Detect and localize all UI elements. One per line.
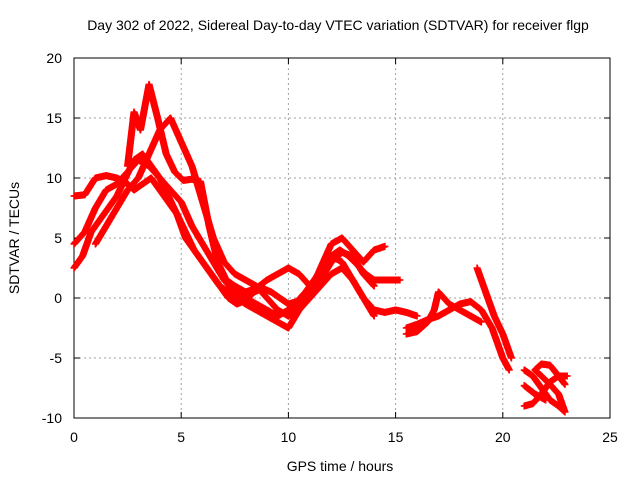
data-point <box>563 372 571 380</box>
y-tick-label: 15 <box>46 110 62 126</box>
y-axis-label: SDTVAR / TECUs <box>6 182 22 294</box>
series-track-7 <box>402 288 485 338</box>
data-point <box>561 380 569 388</box>
x-axis-label: GPS time / hours <box>287 458 394 474</box>
y-tick-label: -10 <box>42 410 62 426</box>
data-point <box>477 318 485 326</box>
data-point <box>505 366 513 374</box>
plot-frame <box>73 57 611 419</box>
series-track-5 <box>124 80 378 296</box>
y-tick-label: 0 <box>54 290 62 306</box>
series-track-10 <box>520 372 571 410</box>
x-tick-label: 25 <box>602 429 618 445</box>
data-point <box>413 312 421 320</box>
y-tick-label: -5 <box>50 350 63 366</box>
series-track-8 <box>473 264 515 362</box>
x-tick-label: 15 <box>388 429 404 445</box>
y-tick-label: 20 <box>46 50 62 66</box>
x-tick-label: 10 <box>281 429 297 445</box>
data-point <box>370 312 378 320</box>
x-tick-label: 20 <box>495 429 511 445</box>
chart-title: Day 302 of 2022, Sidereal Day-to-day VTE… <box>87 17 589 33</box>
series-track-11 <box>520 382 550 404</box>
y-tick-label: 5 <box>54 230 62 246</box>
data-point <box>396 276 404 284</box>
data-point <box>381 242 389 250</box>
y-tick-label: 10 <box>46 170 62 186</box>
tick-labels: 0 5 10 15 20 25 -10 -5 0 5 10 15 20 <box>42 50 618 445</box>
x-tick-label: 0 <box>70 429 78 445</box>
data-point <box>370 282 378 290</box>
data-point <box>542 396 550 404</box>
x-tick-label: 5 <box>177 429 185 445</box>
data-markers <box>70 80 571 416</box>
grid <box>74 58 610 418</box>
data-point <box>507 354 515 362</box>
